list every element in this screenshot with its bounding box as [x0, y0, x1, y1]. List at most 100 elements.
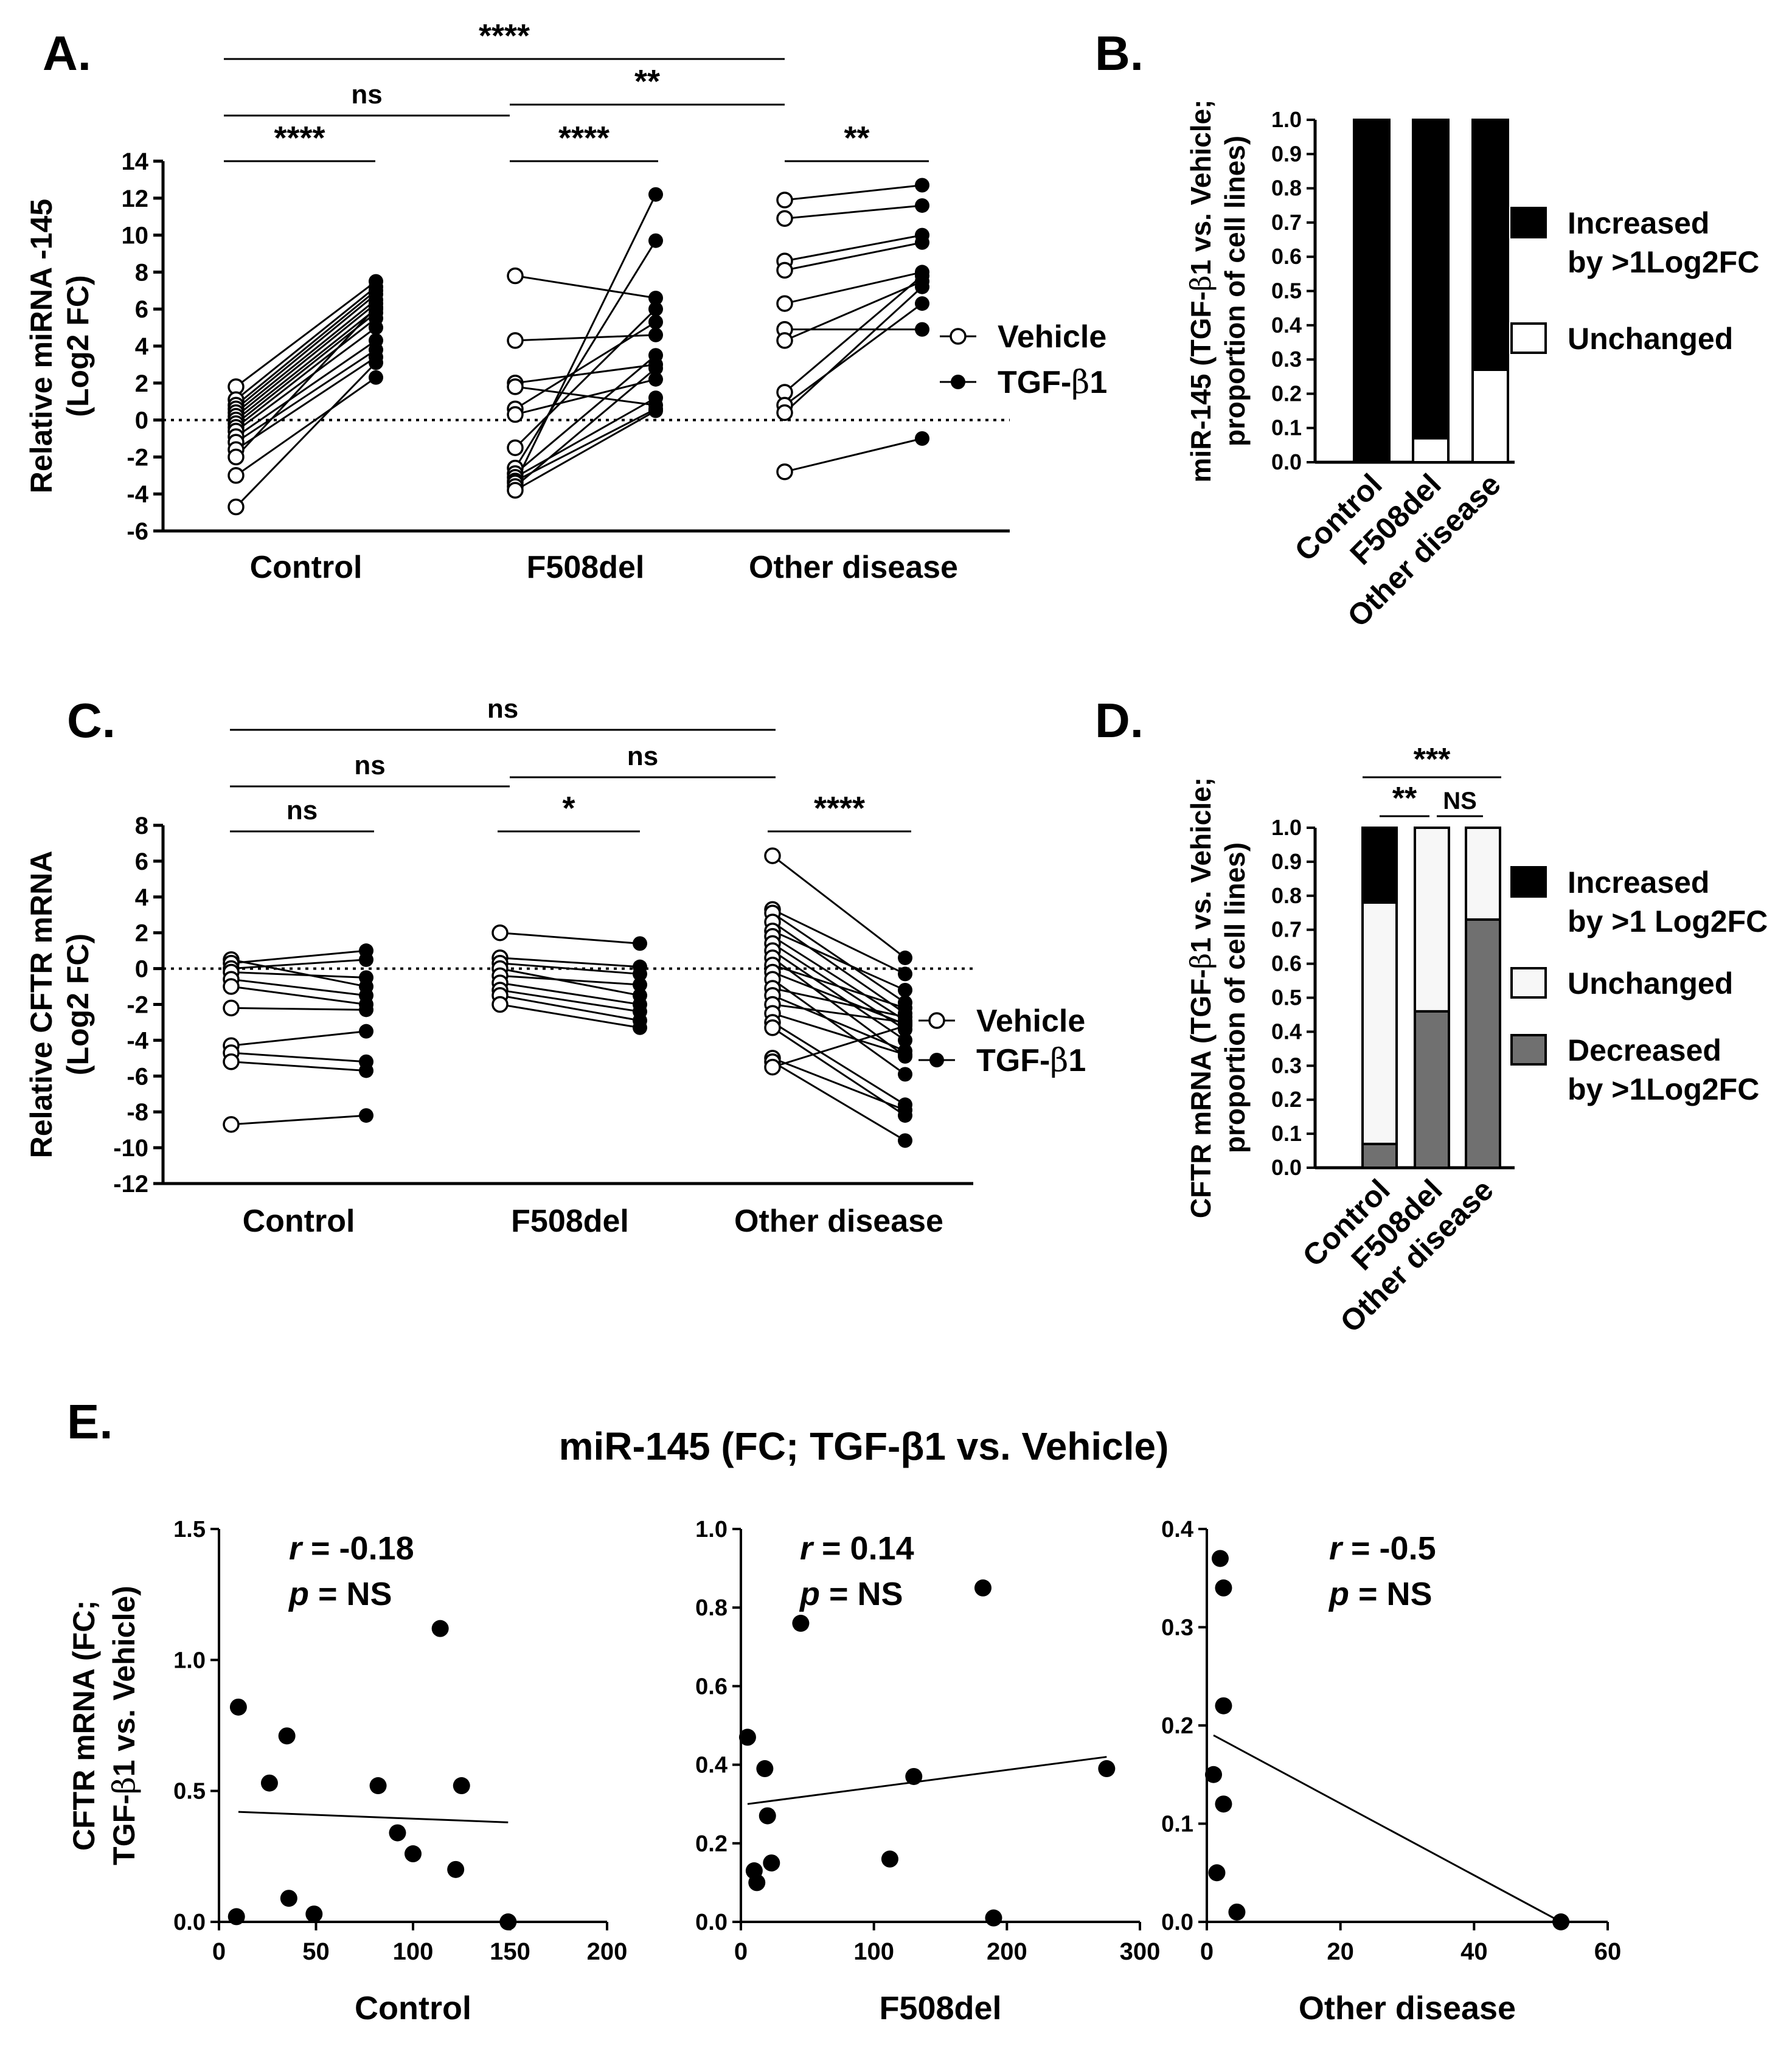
tgf-point — [648, 390, 663, 406]
vehicle-point — [507, 482, 524, 499]
pair-line — [515, 410, 656, 491]
panel-c-label: C. — [67, 693, 116, 747]
y-tick-label: 0 — [135, 407, 148, 434]
y-tick-label: 0.1 — [1271, 1121, 1302, 1146]
significance-label: ** — [1392, 781, 1417, 816]
data-point — [1215, 1795, 1232, 1813]
y-axis-label: CFTR mRNA (TGF-β1 vs. Vehicle; — [1184, 777, 1217, 1218]
legend-vehicle-marker — [928, 1012, 945, 1029]
data-point — [499, 1913, 517, 1930]
bar-segment — [1361, 1142, 1398, 1169]
y-tick-label: 0.4 — [1161, 1517, 1193, 1542]
pair-line — [514, 240, 657, 469]
bar-segment — [1465, 918, 1501, 1170]
pair-line — [499, 989, 641, 1013]
y-tick-label: -6 — [127, 1063, 148, 1090]
pair-line — [235, 299, 377, 414]
vehicle-point — [227, 498, 245, 516]
y-tick-label: 0.1 — [1161, 1812, 1193, 1837]
y-tick-label: 0.4 — [1271, 313, 1302, 338]
tgf-point — [359, 970, 373, 985]
pair-line — [515, 321, 656, 410]
p-value-annotation: p = NS — [288, 1576, 392, 1612]
tgf-point — [898, 1103, 912, 1118]
correlation-subplot: 0.0 0.5 1.0 1.5 0 50 100 150 200 Control r = -0.18… — [173, 1517, 627, 2026]
legend-label: by >1 Log2FC — [1568, 904, 1768, 938]
y-tick-label: 0.7 — [1271, 917, 1302, 942]
y-tick-label: 0.8 — [1271, 176, 1302, 201]
tgf-point — [633, 977, 647, 993]
data-point — [453, 1777, 470, 1795]
legend-swatch — [1510, 967, 1547, 999]
tgf-point — [898, 982, 912, 997]
tgf-point — [359, 1024, 373, 1039]
legend-label: Increased — [1568, 865, 1709, 900]
pair-line — [235, 376, 377, 477]
pair-line — [784, 302, 923, 406]
panel-d-label: D. — [1095, 693, 1144, 747]
legend-tgf-label: TGF-β1 — [998, 364, 1107, 401]
pair-line — [784, 184, 923, 201]
y-tick-label: -10 — [113, 1135, 148, 1162]
tgf-point — [369, 320, 383, 335]
pair-line — [772, 912, 906, 1004]
y-tick-label: -4 — [127, 1027, 148, 1054]
y-tick-label: -8 — [127, 1099, 148, 1126]
x-tick-label: 40 — [1460, 1938, 1488, 1965]
x-tick-label: 100 — [853, 1938, 894, 1965]
x-tick-label: 0 — [1200, 1938, 1214, 1965]
data-point — [1552, 1913, 1570, 1930]
significance-label: * — [562, 790, 575, 827]
pair-line — [515, 274, 656, 299]
pair-line — [499, 974, 641, 986]
pair-line — [235, 302, 377, 417]
tgf-point — [648, 361, 663, 376]
pair-line — [231, 1007, 367, 1011]
x-axis-label: Control — [355, 1990, 471, 2026]
legend-label: by >1Log2FC — [1568, 1072, 1759, 1106]
pair-line — [784, 204, 923, 220]
x-tick-label: 20 — [1327, 1938, 1354, 1965]
significance-label: **** — [814, 790, 865, 827]
y-axis-label: miR-145 (TGF-β1 vs. Vehicle; — [1184, 100, 1217, 483]
data-point — [260, 1774, 278, 1792]
significance-label: ns — [487, 694, 518, 724]
y-tick-label: 0.6 — [695, 1674, 728, 1699]
bar-segment — [1361, 827, 1398, 904]
tgf-point — [369, 370, 383, 385]
y-tick-label: 4 — [135, 333, 149, 360]
vehicle-point — [776, 295, 793, 312]
y-tick-label: 0.4 — [1271, 1019, 1302, 1044]
tgf-point — [898, 1033, 912, 1048]
pair-line — [772, 935, 906, 1022]
y-axis-label: (Log2 FC) — [61, 934, 95, 1075]
y-tick-label: 8 — [135, 259, 148, 286]
bar-segment — [1471, 368, 1509, 463]
tgf-point — [648, 187, 663, 202]
tgf-point — [359, 1108, 373, 1123]
y-axis-label: (Log2 FC) — [61, 275, 95, 417]
panel-c-chart: -12 -10 -8 -6 -4 -2 0 2 4 6 8 Relative CFTR mRNA (Lo… — [24, 694, 1086, 1239]
data-point — [431, 1620, 449, 1637]
y-tick-label: -12 — [113, 1171, 148, 1198]
y-tick-label: -6 — [127, 518, 148, 545]
pair-line — [783, 286, 923, 414]
vehicle-point — [776, 463, 793, 480]
y-tick-label: 0.9 — [1271, 849, 1302, 874]
p-value-annotation: p = NS — [799, 1576, 903, 1612]
legend-label: by >1Log2FC — [1568, 245, 1759, 279]
legend-label: Decreased — [1568, 1033, 1721, 1067]
tgf-point — [915, 296, 929, 311]
tgf-point — [898, 1047, 912, 1062]
pair-line — [515, 355, 656, 474]
y-tick-label: 0.9 — [1271, 141, 1302, 166]
data-point — [405, 1845, 422, 1863]
tgf-point — [359, 1063, 373, 1078]
tgf-point — [648, 327, 663, 342]
data-point — [229, 1698, 247, 1716]
pair-line — [772, 994, 906, 1052]
data-point — [974, 1579, 992, 1597]
legend-swatch — [1510, 1034, 1547, 1066]
pair-line — [772, 1025, 906, 1069]
y-tick-label: 0.2 — [1271, 1087, 1302, 1112]
